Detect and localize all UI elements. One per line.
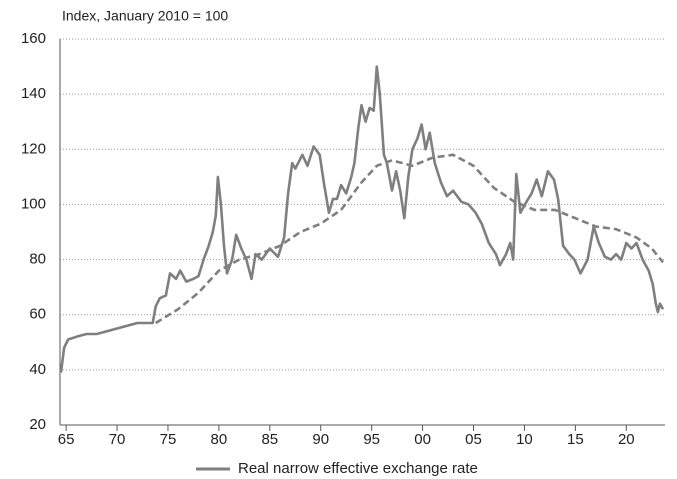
y-tick-label: 140 xyxy=(21,85,46,102)
x-tick-label: 20 xyxy=(618,431,635,448)
x-tick-label: 75 xyxy=(160,431,177,448)
x-tick-label: 10 xyxy=(516,431,533,448)
dashed-line xyxy=(155,153,665,325)
y-tick-label: 120 xyxy=(21,140,46,157)
x-tick-label: 80 xyxy=(211,431,228,448)
chart-subtitle: Index, January 2010 = 100 xyxy=(62,8,228,24)
legend-label: Real narrow effective exchange rate xyxy=(238,460,478,477)
x-tick-label: 85 xyxy=(261,431,278,448)
y-tick-label: 40 xyxy=(29,361,46,378)
y-tick-label: 20 xyxy=(29,416,46,433)
x-tick-label: 95 xyxy=(363,431,380,448)
x-tick-label: 15 xyxy=(567,431,584,448)
y-tick-label: 100 xyxy=(21,195,46,212)
x-tick-label: 65 xyxy=(58,431,75,448)
series-line xyxy=(59,65,665,373)
x-tick-label: 00 xyxy=(414,431,431,448)
x-tick-label: 05 xyxy=(465,431,482,448)
y-tick-label: 160 xyxy=(21,30,46,47)
x-tick-label: 70 xyxy=(109,431,126,448)
y-tick-label: 80 xyxy=(29,251,46,268)
x-tick-label: 90 xyxy=(312,431,329,448)
y-tick-label: 60 xyxy=(29,306,46,323)
